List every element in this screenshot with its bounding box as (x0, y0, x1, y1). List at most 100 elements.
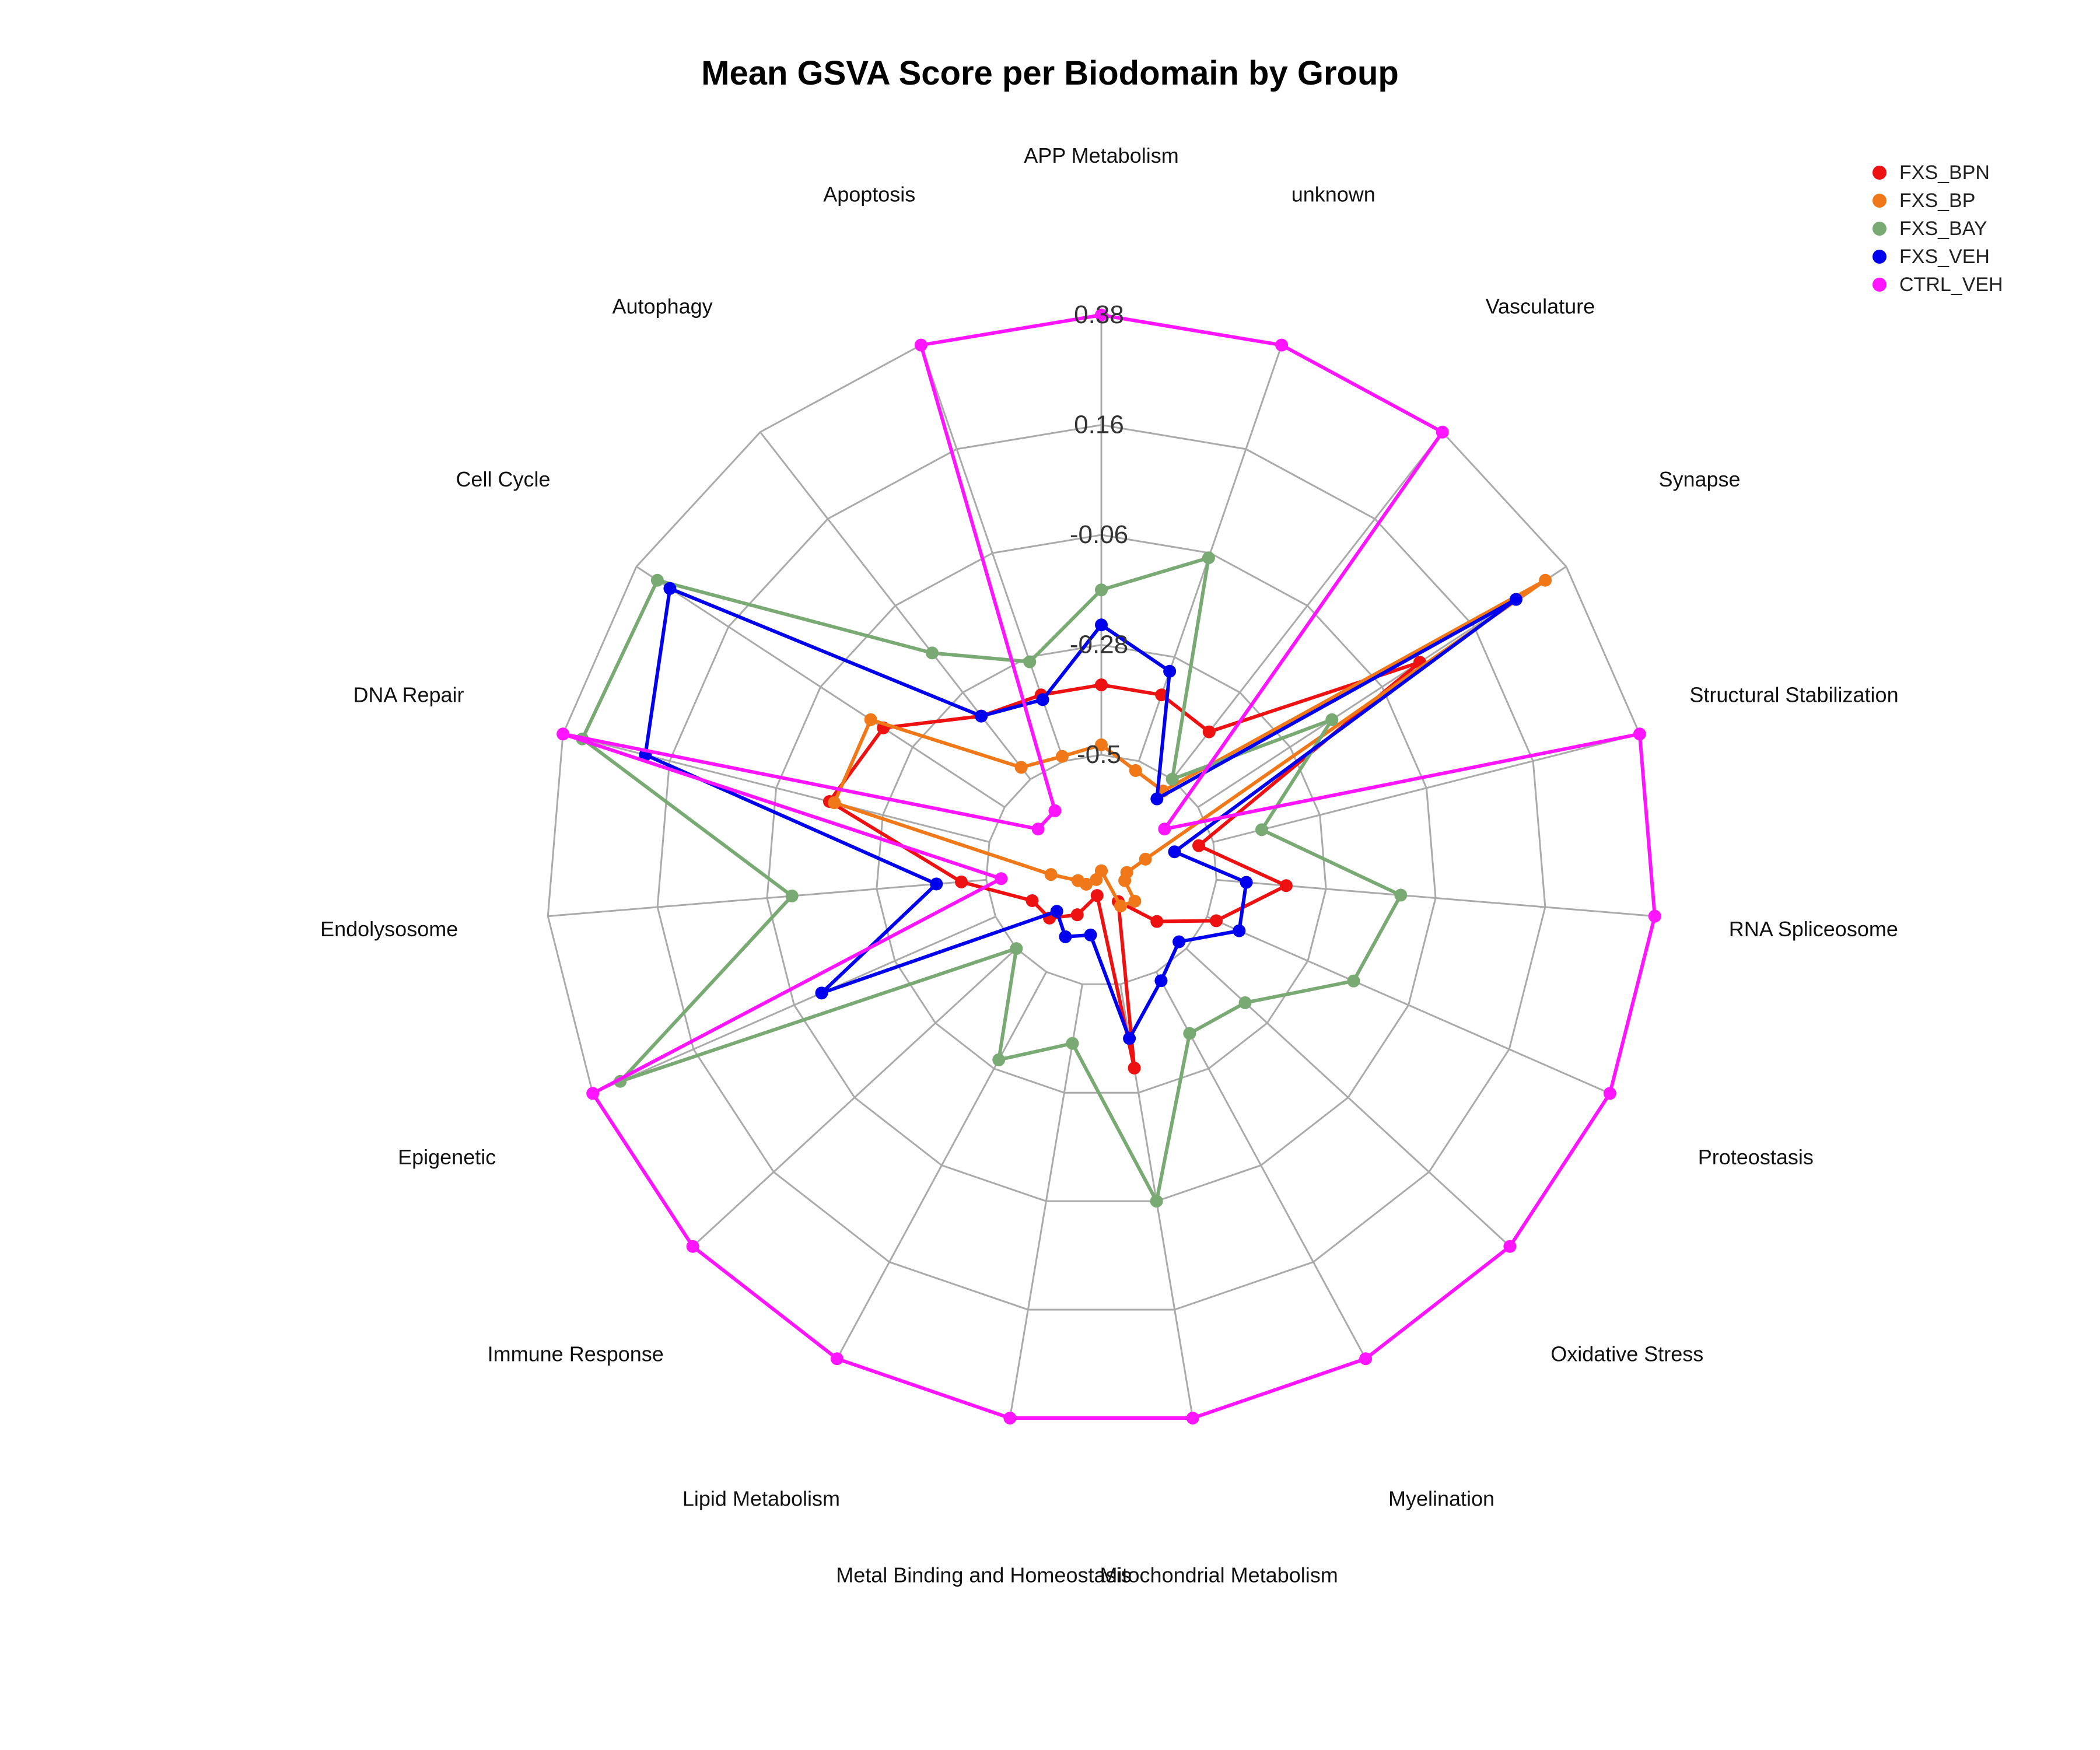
point-CTRL_VEH-12 (686, 1240, 699, 1253)
point-FXS_BP-18 (1055, 750, 1069, 763)
legend: FXS_BPN FXS_BP FXS_BAY FXS_VEH CTRL_VEH (1873, 159, 2003, 299)
point-FXS_BPN-11 (1070, 908, 1084, 922)
grid-spoke-14 (548, 878, 986, 918)
point-FXS_BAY-16 (650, 573, 664, 587)
grid-spoke-2 (1171, 431, 1443, 780)
legend-label: CTRL_VEH (1899, 273, 2003, 296)
point-CTRL_VEH-1 (1275, 338, 1289, 352)
point-FXS_BPN-9 (1128, 1061, 1141, 1074)
point-FXS_BPN-1 (1155, 688, 1168, 702)
legend-label: FXS_BAY (1899, 217, 1987, 240)
series-line-FXS_VEH (643, 586, 1518, 1041)
point-FXS_VEH-7 (1172, 935, 1186, 949)
point-FXS_BP-0 (1095, 738, 1108, 751)
point-FXS_BAY-18 (1023, 655, 1037, 668)
grid-ring-3 (656, 424, 1546, 1311)
category-label-17: Autophagy (612, 294, 713, 318)
tick-label-1: 0.16 (1074, 411, 1124, 439)
point-FXS_VEH-17 (975, 709, 988, 723)
point-FXS_BP-16 (864, 713, 877, 726)
legend-item-FXS_BAY: FXS_BAY (1873, 215, 2003, 243)
category-label-9: Mitochondrial Metabolism (1100, 1563, 1338, 1587)
legend-swatch (1873, 166, 1887, 180)
point-CTRL_VEH-8 (1359, 1352, 1373, 1366)
category-label-7: Oxidative Stress (1550, 1342, 1703, 1366)
point-FXS_BP-17 (1014, 761, 1028, 774)
point-FXS_VEH-2 (1150, 792, 1164, 806)
point-FXS_VEH-9 (1123, 1032, 1136, 1045)
legend-item-CTRL_VEH: CTRL_VEH (1873, 271, 2003, 299)
legend-label: FXS_BP (1899, 189, 1976, 212)
radar-series (556, 309, 1661, 1425)
point-FXS_BPN-4 (1192, 839, 1206, 852)
point-FXS_BP-11 (1090, 873, 1103, 886)
point-FXS_BPN-10 (1090, 889, 1104, 902)
point-FXS_BAY-3 (1325, 713, 1339, 726)
category-label-10: Metal Binding and Homeostasis (836, 1563, 1131, 1587)
tick-label-4: -0.5 (1077, 740, 1121, 769)
point-FXS_BPN-6 (1210, 914, 1223, 928)
category-label-18: Apoptosis (823, 182, 915, 206)
point-FXS_BPN-0 (1095, 678, 1108, 692)
point-FXS_BAY-6 (1347, 974, 1360, 988)
point-FXS_VEH-6 (1233, 924, 1246, 937)
point-FXS_BPN-14 (954, 875, 968, 888)
point-FXS_VEH-8 (1154, 974, 1168, 988)
point-FXS_VEH-16 (663, 582, 677, 595)
point-CTRL_VEH-9 (1186, 1412, 1199, 1425)
category-label-13: Epigenetic (398, 1145, 496, 1169)
chart-title: Mean GSVA Score per Biodomain by Group (701, 54, 1399, 92)
point-FXS_VEH-5 (1240, 876, 1253, 889)
category-label-5: RNA Spliceosome (1729, 917, 1898, 941)
legend-item-FXS_BP: FXS_BP (1873, 187, 2003, 215)
grid-spoke-16 (636, 566, 1006, 808)
point-CTRL_VEH-15 (556, 727, 570, 741)
point-CTRL_VEH-2 (1436, 425, 1449, 439)
point-FXS_BAY-7 (1238, 996, 1252, 1009)
point-CTRL_VEH-18 (914, 338, 928, 352)
point-FXS_BAY-9 (1150, 1195, 1163, 1208)
point-FXS_VEH-3 (1509, 593, 1522, 606)
grid-ring-0 (985, 754, 1217, 985)
point-FXS_BP-4 (1139, 852, 1152, 866)
grid-spoke-15 (562, 733, 990, 843)
point-CTRL_VEH-17 (1048, 804, 1062, 817)
point-FXS_VEH-12 (1050, 905, 1063, 918)
legend-swatch (1873, 278, 1887, 292)
category-label-2: Vasculature (1486, 294, 1595, 318)
point-CTRL_VEH-6 (1603, 1087, 1616, 1100)
point-FXS_BP-8 (1114, 900, 1128, 913)
grid-spoke-6 (1206, 916, 1611, 1094)
legend-swatch (1873, 250, 1887, 264)
point-CTRL_VEH-3 (1158, 822, 1171, 836)
category-label-14: Endolysosome (320, 917, 458, 941)
point-CTRL_VEH-4 (1633, 727, 1646, 741)
point-CTRL_VEH-14 (995, 872, 1008, 886)
point-FXS_BP-15 (828, 796, 841, 810)
category-label-0: APP Metabolism (1024, 144, 1178, 167)
category-label-6: Proteostasis (1698, 1145, 1814, 1169)
point-FXS_BP-6 (1118, 874, 1132, 887)
point-FXS_VEH-1 (1163, 664, 1177, 678)
point-CTRL_VEH-16 (1031, 822, 1045, 836)
series-FXS_BP (828, 573, 1552, 913)
point-FXS_BP-7 (1128, 894, 1142, 908)
category-label-8: Myelination (1388, 1486, 1494, 1510)
point-FXS_VEH-18 (1036, 693, 1049, 706)
point-FXS_BAY-12 (1010, 942, 1023, 956)
grid-spoke-7 (1185, 947, 1511, 1247)
point-FXS_VEH-11 (1059, 930, 1072, 943)
radar-category-labels: APP Metabolism unknown Vasculature Synapse S… (320, 144, 1898, 1587)
point-CTRL_VEH-5 (1648, 909, 1661, 923)
point-FXS_BAY-11 (992, 1053, 1006, 1066)
point-FXS_BPN-7 (1150, 915, 1164, 928)
grid-ring-1 (876, 643, 1327, 1094)
category-label-3: Synapse (1658, 467, 1740, 491)
point-CTRL_VEH-0 (1095, 309, 1108, 321)
point-FXS_BP-14 (1044, 868, 1058, 881)
point-FXS_BAY-4 (1255, 823, 1269, 836)
grid-spoke-11 (836, 971, 1048, 1359)
point-FXS_BPN-13 (1026, 894, 1039, 908)
radar-tick-labels: 0.38 0.16 -0.06 -0.28 -0.5 (1070, 300, 1128, 769)
